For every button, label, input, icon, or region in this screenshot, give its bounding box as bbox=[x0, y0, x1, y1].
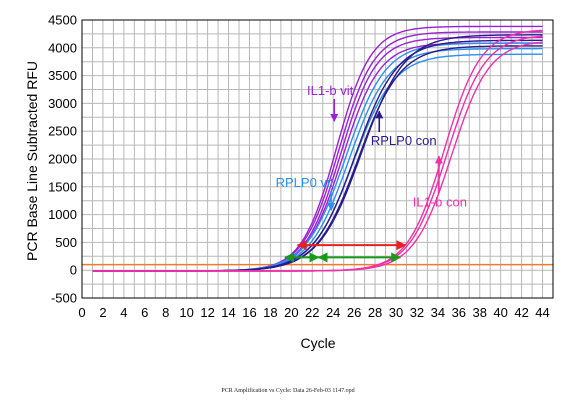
x-tick-label: 2 bbox=[99, 305, 106, 320]
y-tick-label: 1500 bbox=[48, 179, 77, 194]
y-tick-label: 2500 bbox=[48, 124, 77, 139]
x-tick-label: 30 bbox=[389, 305, 403, 320]
x-tick-label: 12 bbox=[200, 305, 214, 320]
y-tick-label: 2000 bbox=[48, 152, 77, 167]
footer-caption: PCR Amplification vs Cycle: Data 26-Feb-… bbox=[221, 388, 355, 394]
x-tick-label: 8 bbox=[162, 305, 169, 320]
y-tick-label: 0 bbox=[70, 263, 77, 278]
curve-line bbox=[92, 25, 543, 272]
x-tick-label: 26 bbox=[347, 305, 361, 320]
x-tick-label: 28 bbox=[368, 305, 382, 320]
curve-line bbox=[92, 41, 543, 272]
amplification-curves bbox=[92, 25, 543, 272]
x-tick-label: 42 bbox=[514, 305, 528, 320]
curve-line bbox=[92, 39, 543, 272]
y-tick-labels: -500 0 500 1000 1500 2000 2500 3000 3500 4000 4500 bbox=[48, 13, 77, 306]
x-tick-label: 0 bbox=[78, 305, 85, 320]
x-tick-label: 6 bbox=[141, 305, 148, 320]
x-axis-title: Cycle bbox=[300, 335, 335, 351]
x-tick-label: 4 bbox=[120, 305, 127, 320]
y-tick-label: 3000 bbox=[48, 96, 77, 111]
curve-line bbox=[92, 29, 543, 272]
x-tick-label: 24 bbox=[326, 305, 340, 320]
series-annotation-label: RPLP0 vit bbox=[276, 175, 334, 190]
y-tick-label: -500 bbox=[51, 291, 77, 306]
series-annotations: IL1-b vit RPLP0 con RPLP0 vit IL1-b con bbox=[276, 83, 467, 211]
curve-line bbox=[92, 42, 543, 272]
x-tick-label: 16 bbox=[242, 305, 256, 320]
x-tick-labels: 0 2 4 6 8 10 12 14 16 18 20 22 24 26 28 30 32 34 36 38 40 42 4… bbox=[78, 305, 549, 320]
curve-line bbox=[92, 34, 543, 272]
grid bbox=[81, 19, 554, 299]
delta-ct-brackets bbox=[284, 240, 407, 263]
x-tick-label: 36 bbox=[452, 305, 466, 320]
x-tick-label: 44 bbox=[535, 305, 549, 320]
x-tick-label: 38 bbox=[472, 305, 486, 320]
x-tick-label: 10 bbox=[179, 305, 193, 320]
y-tick-label: 4500 bbox=[48, 13, 77, 28]
plot-border bbox=[81, 19, 554, 299]
x-tick-label: 32 bbox=[410, 305, 424, 320]
x-tick-label: 34 bbox=[431, 305, 445, 320]
x-tick-label: 22 bbox=[305, 305, 319, 320]
x-tick-label: 20 bbox=[284, 305, 298, 320]
y-axis-title: PCR Base Line Subtracted RFU bbox=[24, 61, 40, 261]
x-tick-label: 18 bbox=[263, 305, 277, 320]
series-annotation-label: IL1-b vit bbox=[307, 83, 354, 98]
series-annotation-label: RPLP0 con bbox=[371, 133, 437, 148]
curve-line bbox=[92, 35, 543, 272]
series-annotation-label: IL1-b con bbox=[413, 194, 467, 209]
y-tick-label: 500 bbox=[55, 235, 77, 250]
curve-line bbox=[92, 42, 543, 272]
y-tick-label: 4000 bbox=[48, 40, 77, 55]
x-tick-label: 40 bbox=[493, 305, 507, 320]
y-tick-label: 1000 bbox=[48, 207, 77, 222]
y-tick-label: 3500 bbox=[48, 68, 77, 83]
x-tick-label: 14 bbox=[221, 305, 235, 320]
plot-frame bbox=[81, 19, 554, 299]
curve-line bbox=[92, 36, 543, 272]
